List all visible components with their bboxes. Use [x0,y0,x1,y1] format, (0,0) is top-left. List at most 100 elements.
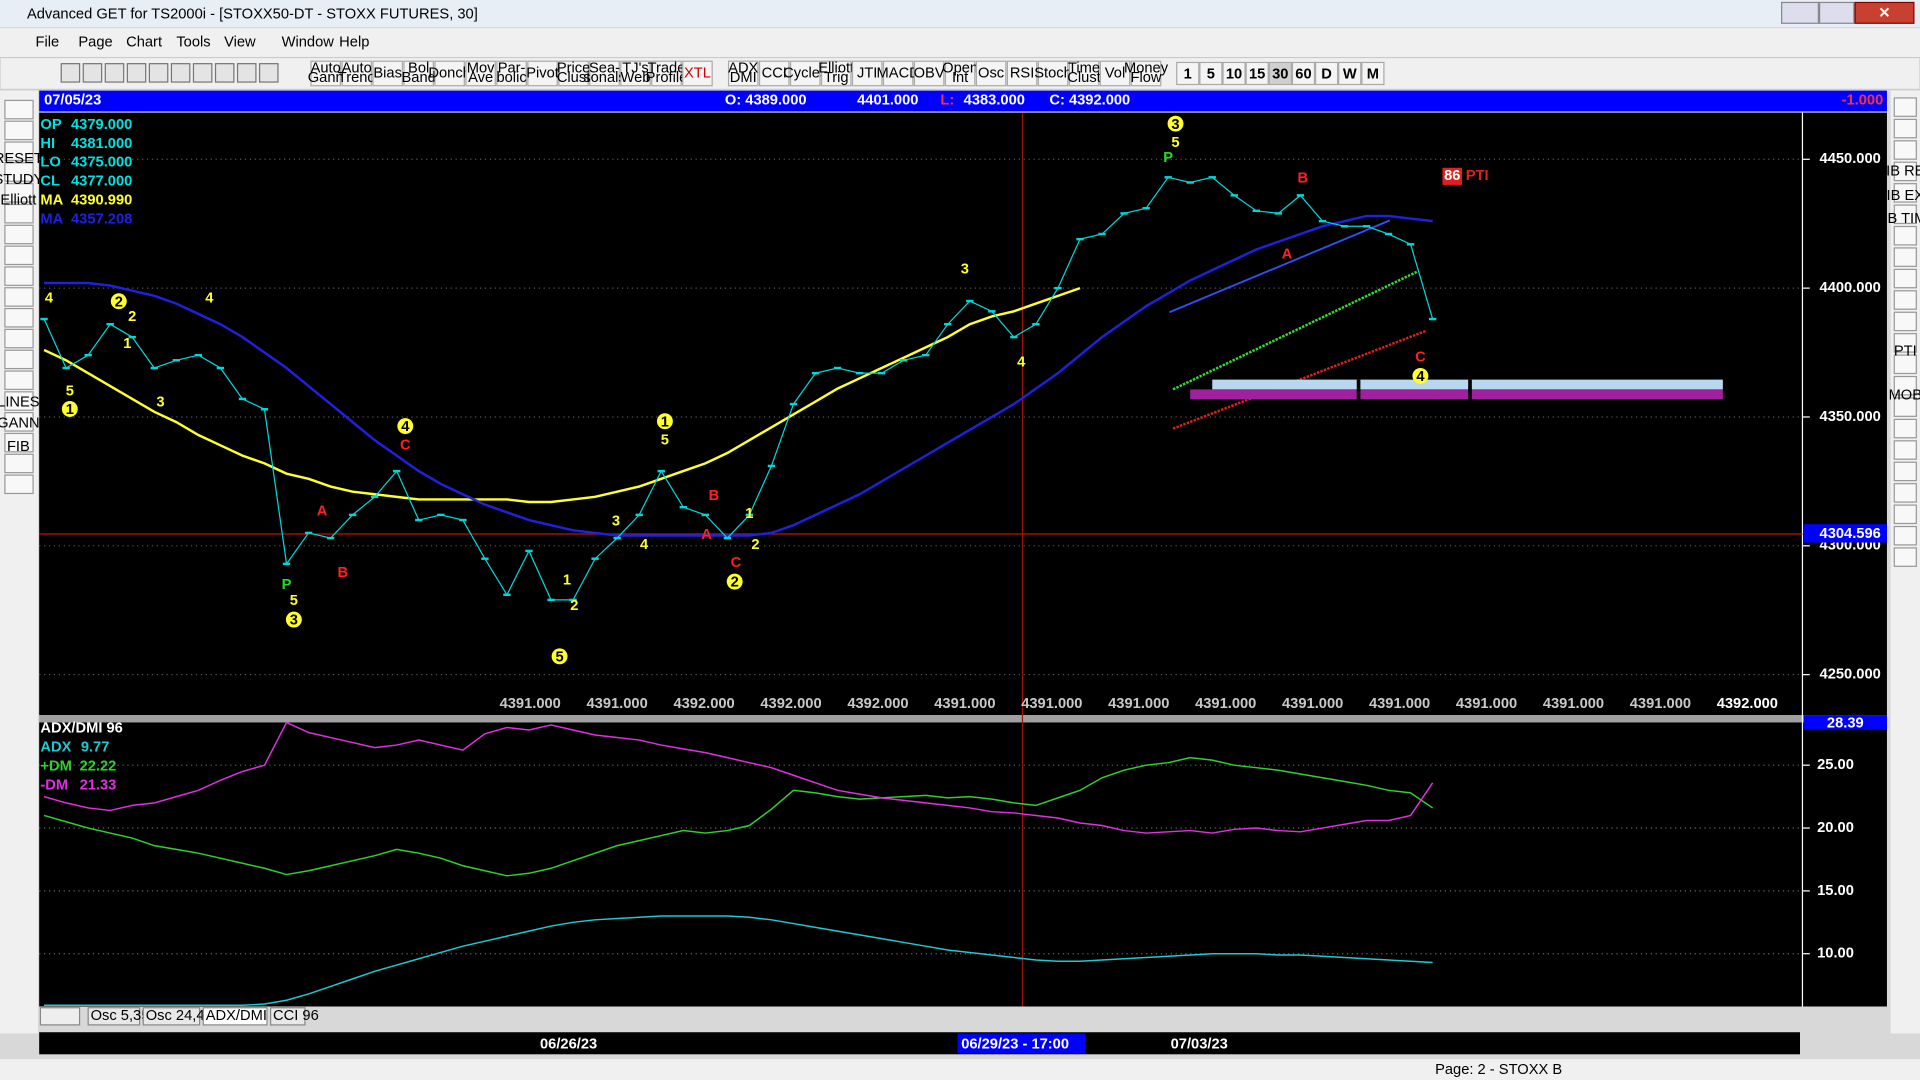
tool-icon[interactable] [4,99,34,120]
interval-button[interactable] [1245,61,1269,86]
interval-button[interactable] [1199,61,1223,86]
tool-icon[interactable] [4,370,34,390]
toolbar-button[interactable] [651,60,682,87]
menu-item[interactable]: Chart [126,35,162,51]
tab[interactable] [202,1007,268,1026]
tool-icon[interactable] [1893,440,1917,460]
tab[interactable] [142,1007,201,1026]
tool-icon[interactable] [1893,290,1917,310]
toolbar-button[interactable] [789,60,821,87]
toolbar-button[interactable] [1130,60,1162,87]
menu-item[interactable]: Tools [176,35,210,51]
tool-icon[interactable] [1893,397,1917,417]
minimize-button[interactable] [1781,1,1819,24]
menu-item[interactable]: Page [78,35,112,51]
toolbar-button[interactable] [310,60,342,87]
toolbar-button[interactable] [882,60,914,87]
tool-icon[interactable] [4,141,34,162]
toolbar-button[interactable] [820,60,852,87]
toolbar-button[interactable] [496,60,527,87]
toolbar-button[interactable] [558,60,589,87]
tool-icon[interactable] [4,474,34,495]
tab[interactable] [87,1007,141,1026]
tool-icon[interactable] [1893,161,1917,182]
interval-button[interactable] [1176,61,1200,86]
tab[interactable] [270,1007,306,1026]
tool-icon[interactable] [4,287,34,307]
tool-icon[interactable] [4,349,34,370]
toolbar-button[interactable] [620,60,651,87]
tool-icon[interactable] [4,203,34,224]
tool-icon[interactable] [60,63,81,83]
menu-item[interactable]: Window [282,35,335,51]
close-button[interactable] [1854,1,1915,24]
toolbar-button[interactable] [975,60,1007,87]
tab-scroll[interactable] [39,1007,81,1026]
tool-icon[interactable] [1893,97,1917,117]
tool-icon[interactable] [1893,311,1917,332]
tool-icon[interactable] [258,63,279,83]
tool-icon[interactable] [1893,525,1917,546]
tool-icon[interactable] [4,412,34,432]
toolbar-button[interactable] [1006,60,1038,87]
tool-icon[interactable] [4,453,34,474]
tool-icon[interactable] [4,432,34,453]
tool-icon[interactable] [1893,375,1917,396]
toolbar-button[interactable] [913,60,945,87]
toolbar-button[interactable] [372,60,403,87]
toolbar-button[interactable] [589,60,620,87]
tool-icon[interactable] [1893,354,1917,375]
tool-icon[interactable] [1893,225,1917,246]
tool-icon[interactable] [4,266,34,286]
tool-icon[interactable] [1893,204,1917,225]
tool-icon[interactable] [1893,504,1917,525]
interval-button[interactable] [1314,61,1339,86]
tool-icon[interactable] [1893,247,1917,267]
tool-icon[interactable] [4,224,34,245]
interval-button[interactable] [1361,61,1385,86]
toolbar-button[interactable] [944,60,976,87]
tool-icon[interactable] [4,328,34,349]
tool-icon[interactable] [82,63,103,83]
toolbar-button[interactable] [851,60,883,87]
interval-button[interactable] [1222,61,1246,86]
tool-icon[interactable] [126,63,147,83]
tool-icon[interactable] [1893,140,1917,160]
tool-icon[interactable] [4,120,34,141]
toolbar-button[interactable] [434,60,465,87]
maximize-button[interactable] [1818,1,1855,24]
tool-icon[interactable] [170,63,191,83]
interval-button[interactable] [1338,61,1362,86]
tool-icon[interactable] [4,307,34,328]
toolbar-button[interactable] [1068,60,1100,87]
tool-icon[interactable] [4,245,34,266]
toolbar-button[interactable] [758,60,790,87]
interval-button[interactable] [1268,61,1292,86]
tool-icon[interactable] [236,63,257,83]
toolbar-button[interactable] [403,60,434,87]
tool-icon[interactable] [1893,118,1917,139]
tool-icon[interactable] [1893,268,1917,289]
tool-icon[interactable] [1893,483,1917,503]
interval-button[interactable] [1291,61,1316,86]
toolbar-button[interactable] [527,60,558,87]
tool-icon[interactable] [214,63,235,83]
toolbar-button[interactable] [727,60,759,87]
toolbar-button[interactable] [1099,60,1131,87]
tool-icon[interactable] [4,183,34,203]
menu-item[interactable]: File [36,35,60,51]
tool-icon[interactable] [1893,461,1917,482]
tool-icon[interactable] [4,391,34,411]
tool-icon[interactable] [1893,183,1917,203]
toolbar-button[interactable] [682,60,713,87]
tool-icon[interactable] [1893,333,1917,353]
menu-item[interactable]: Help [339,35,369,51]
toolbar-button[interactable] [465,60,496,87]
menu-item[interactable]: View [224,35,256,51]
tool-icon[interactable] [148,63,169,83]
tool-icon[interactable] [1893,418,1917,439]
tool-icon[interactable] [192,63,213,83]
toolbar-button[interactable] [1037,60,1069,87]
tool-icon[interactable] [104,63,125,83]
tool-icon[interactable] [4,162,34,182]
